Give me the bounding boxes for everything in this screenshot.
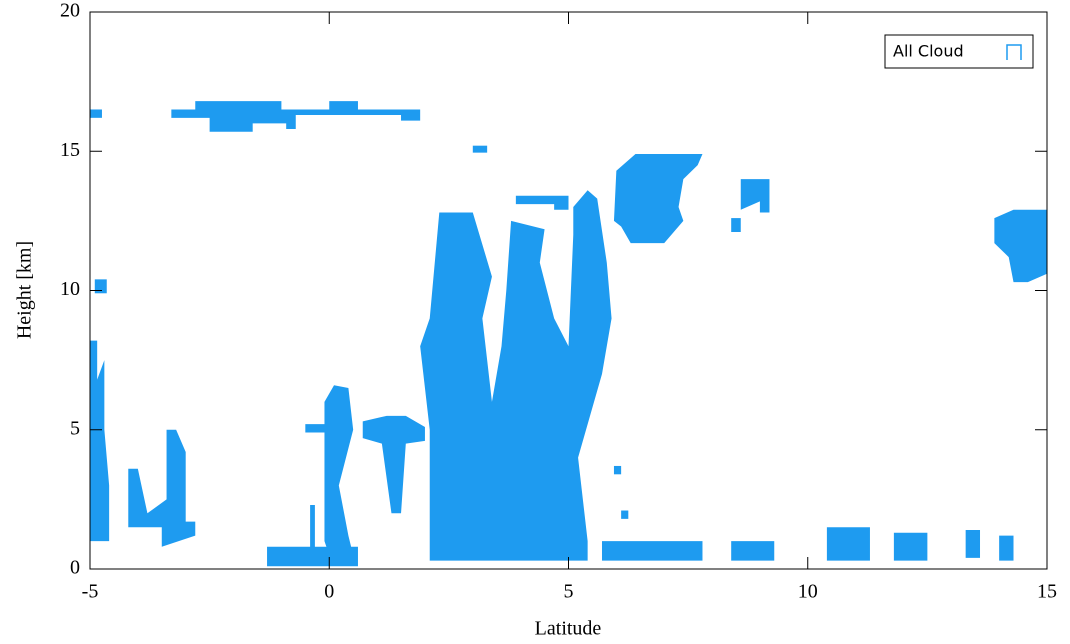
cloud-region — [90, 109, 102, 117]
x-tick-label: 5 — [564, 581, 574, 603]
y-axis-label: Height [km] — [14, 241, 36, 339]
y-tick-label: 0 — [70, 557, 80, 579]
cloud-region — [827, 527, 870, 560]
cloud-region — [731, 218, 741, 232]
x-tick-label: 15 — [1037, 581, 1057, 603]
cloud-region — [305, 424, 329, 432]
y-tick-label: 20 — [60, 0, 80, 22]
x-axis-label: Latitude — [535, 618, 602, 640]
cloud-region — [966, 530, 980, 558]
cloud-region — [731, 541, 774, 560]
y-tick-label: 5 — [70, 417, 80, 439]
cloud-region — [614, 466, 621, 474]
cloud-region — [473, 146, 487, 153]
legend-label: All Cloud — [893, 42, 964, 61]
chart: Latitude Height [km] -505101505101520All… — [0, 0, 1070, 644]
y-tick-label: 15 — [60, 139, 80, 161]
y-tick-label: 10 — [60, 278, 80, 300]
x-tick-label: 0 — [324, 581, 334, 603]
cloud-region — [420, 190, 611, 560]
cloud-region — [95, 279, 107, 293]
cloud-region — [602, 541, 702, 560]
x-tick-label: 10 — [798, 581, 818, 603]
cloud-region — [894, 533, 927, 561]
cloud-region — [621, 511, 628, 519]
cloud-region — [999, 536, 1013, 561]
x-tick-label: -5 — [82, 581, 99, 603]
